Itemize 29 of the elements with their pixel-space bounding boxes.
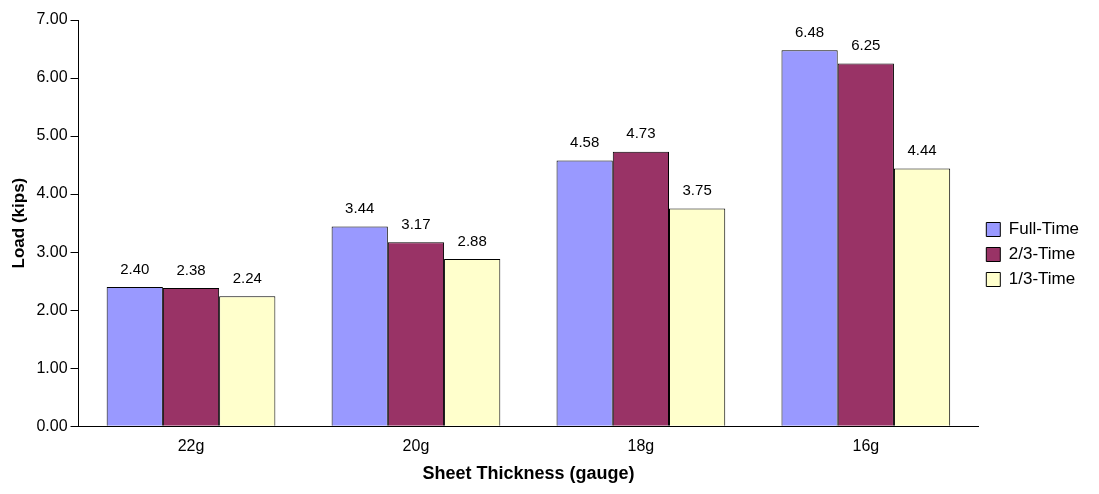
- y-tick-label: 2.00: [36, 300, 68, 318]
- y-tick-label: 4.00: [36, 184, 68, 202]
- data-label: 4.58: [570, 133, 600, 151]
- legend-label: Full-Time: [1008, 219, 1079, 239]
- data-label: 2.40: [120, 259, 150, 277]
- y-axis-title: Load (kips): [8, 177, 28, 269]
- data-label: 2.88: [457, 231, 487, 249]
- legend-label: 1/3-Time: [1008, 269, 1076, 289]
- x-tick-label: 16g: [852, 437, 880, 455]
- x-tick-label: 22g: [177, 437, 205, 455]
- data-label: 2.24: [232, 268, 262, 286]
- data-label: 3.44: [345, 199, 375, 217]
- x-tick-label: 20g: [402, 437, 430, 455]
- legend-label: 2/3-Time: [1008, 244, 1076, 264]
- y-tick-label: 7.00: [36, 10, 68, 28]
- data-label: 4.73: [626, 124, 656, 142]
- data-label: 3.17: [401, 214, 431, 232]
- x-axis-title: Sheet Thickness (gauge): [422, 463, 635, 484]
- y-tick-label: 3.00: [36, 242, 68, 260]
- y-tick-label: 5.00: [36, 126, 68, 144]
- data-label: 2.38: [176, 260, 206, 278]
- y-tick-label: 0.00: [36, 416, 68, 434]
- x-tick-label: 18g: [627, 437, 655, 455]
- data-label: 4.44: [907, 141, 937, 159]
- data-label: 6.48: [794, 22, 825, 40]
- data-label: 6.25: [851, 36, 881, 54]
- y-tick-label: 6.00: [36, 68, 68, 86]
- y-tick-label: 1.00: [36, 358, 68, 376]
- data-label: 3.75: [682, 181, 712, 199]
